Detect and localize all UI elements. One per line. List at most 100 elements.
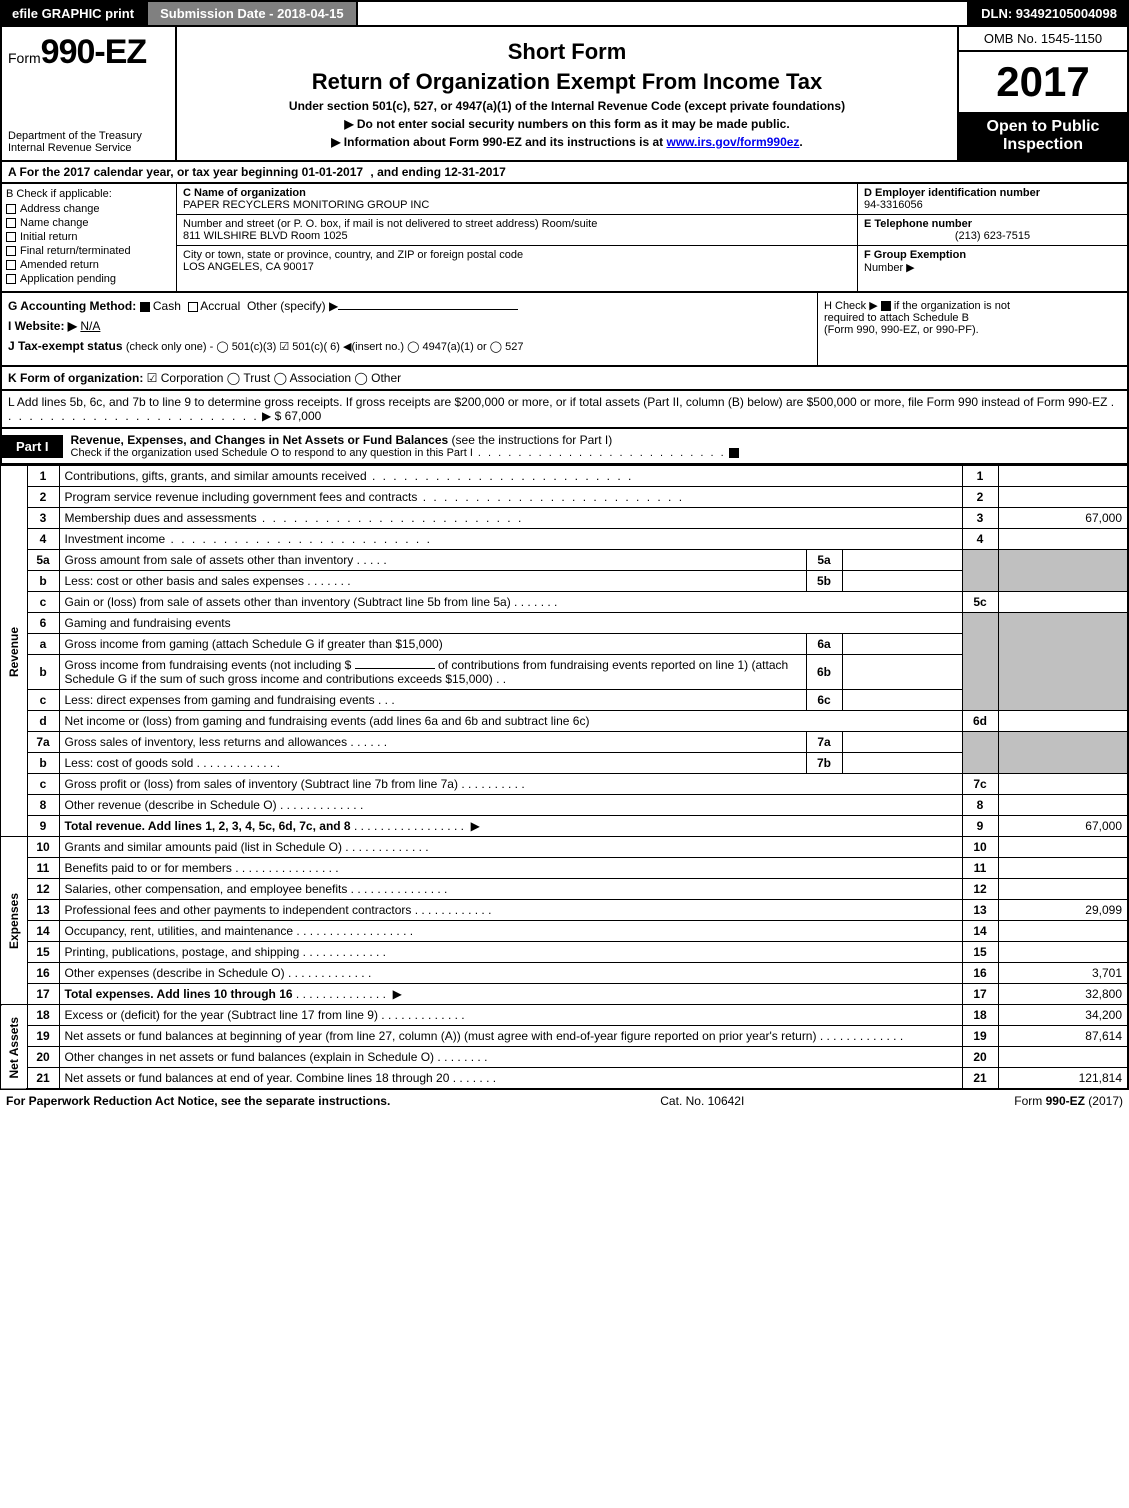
val-2 [998, 487, 1128, 508]
ln-14: 14 [27, 921, 59, 942]
dots-icon [417, 490, 684, 504]
checkbox-icon[interactable] [6, 260, 16, 270]
desc-6: Gaming and fundraising events [59, 613, 962, 634]
shade-6 [962, 613, 998, 711]
b-opt-3: Final return/terminated [20, 245, 131, 257]
checkbox-h-icon[interactable] [881, 301, 891, 311]
ln-3: 3 [27, 508, 59, 529]
minival-5a [842, 550, 962, 571]
desc-12-text: Salaries, other compensation, and employ… [65, 882, 348, 896]
ln-4: 4 [27, 529, 59, 550]
shadeval-6 [998, 613, 1128, 711]
b-opt-4: Amended return [20, 259, 99, 271]
ln-7a: 7a [27, 732, 59, 753]
ln-6: 6 [27, 613, 59, 634]
i-label: I Website: ▶ [8, 319, 77, 333]
val-12 [998, 879, 1128, 900]
h-line2: required to attach Schedule B [824, 312, 1121, 324]
omb-number: OMB No. 1545-1150 [959, 27, 1127, 52]
desc-7a-text: Gross sales of inventory, less returns a… [65, 735, 348, 749]
checkbox-schedo-icon[interactable] [729, 448, 739, 458]
val-5c [998, 592, 1128, 613]
org-name: PAPER RECYCLERS MONITORING GROUP INC [183, 199, 429, 211]
desc-5a: Gross amount from sale of assets other t… [59, 550, 806, 571]
header-left: Form990-EZ Department of the Treasury In… [2, 27, 177, 160]
d-label: D Employer identification number [864, 187, 1040, 199]
num-21: 21 [962, 1068, 998, 1090]
desc-16-text: Other expenses (describe in Schedule O) [65, 966, 285, 980]
shadeval-7 [998, 732, 1128, 774]
num-5c: 5c [962, 592, 998, 613]
ln-18: 18 [27, 1005, 59, 1026]
dots-icon [367, 469, 634, 483]
num-3: 3 [962, 508, 998, 529]
desc-10-text: Grants and similar amounts paid (list in… [65, 840, 342, 854]
ln-12: 12 [27, 879, 59, 900]
checkbox-icon[interactable] [6, 204, 16, 214]
desc-14-text: Occupancy, rent, utilities, and maintena… [65, 924, 294, 938]
shade-7 [962, 732, 998, 774]
num-13: 13 [962, 900, 998, 921]
g-cash: Cash [153, 299, 181, 313]
checkbox-icon[interactable] [6, 246, 16, 256]
ln-19: 19 [27, 1026, 59, 1047]
mini-5a: 5a [806, 550, 842, 571]
checkbox-icon[interactable] [6, 218, 16, 228]
dept-treasury: Department of the Treasury Internal Reve… [8, 130, 169, 154]
b-opt-2: Initial return [20, 231, 77, 243]
col-c-org: C Name of organization PAPER RECYCLERS M… [177, 184, 857, 291]
desc-2: Program service revenue including govern… [59, 487, 962, 508]
val-7c [998, 774, 1128, 795]
checkbox-icon[interactable] [6, 274, 16, 284]
val-19: 87,614 [998, 1026, 1128, 1047]
form-prefix: Form [8, 50, 41, 66]
desc-7a: Gross sales of inventory, less returns a… [59, 732, 806, 753]
under-section: Under section 501(c), 527, or 4947(a)(1)… [187, 99, 947, 113]
j-label: J Tax-exempt status [8, 339, 123, 353]
num-19: 19 [962, 1026, 998, 1047]
desc-6d: Net income or (loss) from gaming and fun… [59, 711, 962, 732]
ln-11: 11 [27, 858, 59, 879]
b-opt-5: Application pending [20, 273, 116, 285]
j-tax-status: J Tax-exempt status (check only one) - ◯… [8, 339, 811, 353]
irs-link[interactable]: www.irs.gov/form990ez [666, 135, 799, 149]
row-k: K Form of organization: ☑ Corporation ◯ … [0, 367, 1129, 391]
desc-7b-text: Less: cost of goods sold [65, 756, 194, 770]
ein-value: 94-3316056 [864, 199, 923, 211]
desc-5b-text: Less: cost or other basis and sales expe… [65, 574, 304, 588]
g-other: Other (specify) ▶ [247, 299, 338, 313]
form-header: Form990-EZ Department of the Treasury In… [0, 27, 1129, 162]
desc-3-text: Membership dues and assessments [65, 511, 257, 525]
checkbox-cash-icon[interactable] [140, 302, 150, 312]
row-l: L Add lines 5b, 6c, and 7b to line 9 to … [0, 391, 1129, 429]
desc-10: Grants and similar amounts paid (list in… [59, 837, 962, 858]
checkbox-accrual-icon[interactable] [188, 302, 198, 312]
desc-6b-1: Gross income from fundraising events (no… [65, 658, 352, 672]
form-number: Form990-EZ [8, 33, 169, 72]
mini-6a: 6a [806, 634, 842, 655]
k-label: K Form of organization: [8, 371, 143, 385]
shade-5 [962, 550, 998, 592]
dots-icon [473, 447, 726, 459]
part1-tag: Part I [2, 435, 63, 458]
desc-14: Occupancy, rent, utilities, and maintena… [59, 921, 962, 942]
efile-print-button[interactable]: efile GRAPHIC print [0, 0, 146, 27]
desc-17-text: Total expenses. Add lines 10 through 16 [65, 987, 293, 1001]
b-opt-1: Name change [20, 217, 89, 229]
desc-19-text: Net assets or fund balances at beginning… [65, 1029, 817, 1043]
desc-18-text: Excess or (deficit) for the year (Subtra… [65, 1008, 378, 1022]
open-public-line1: Open to Public [963, 118, 1123, 136]
desc-3: Membership dues and assessments [59, 508, 962, 529]
num-17: 17 [962, 984, 998, 1005]
num-9: 9 [962, 816, 998, 837]
h-post: if the organization is not [891, 300, 1010, 312]
d-ein-row: D Employer identification number 94-3316… [858, 184, 1127, 215]
mini-7b: 7b [806, 753, 842, 774]
desc-5b: Less: cost or other basis and sales expe… [59, 571, 806, 592]
desc-4-text: Investment income [65, 532, 166, 546]
top-spacer [358, 0, 970, 27]
col-b-checkboxes: B Check if applicable: Address change Na… [2, 184, 177, 291]
minival-5b [842, 571, 962, 592]
desc-6a: Gross income from gaming (attach Schedul… [59, 634, 806, 655]
checkbox-icon[interactable] [6, 232, 16, 242]
